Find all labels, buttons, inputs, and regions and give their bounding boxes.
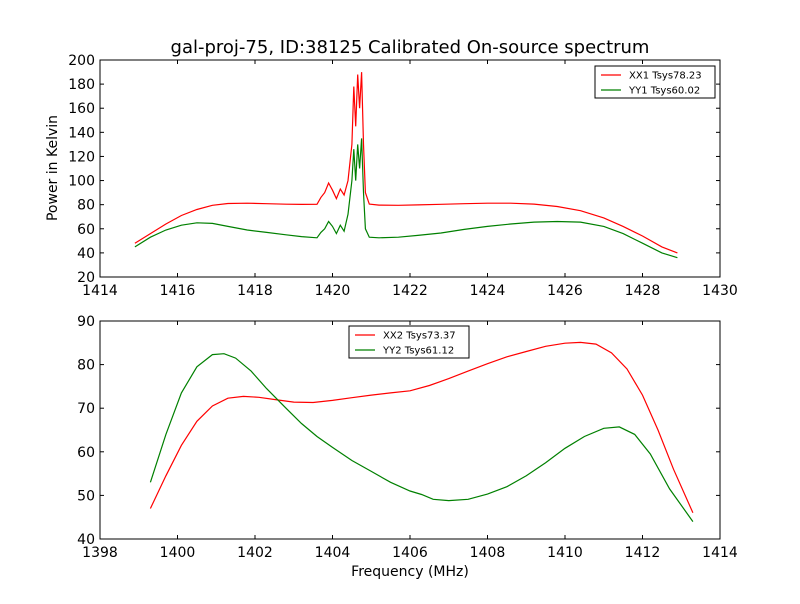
bottom-x-tick-label: 1404 <box>315 545 351 561</box>
top-x-tick-label: 1424 <box>470 283 506 299</box>
bottom-spectrum-panel: 1398 1400 1402 1404 1406 1408 1410 1412 1414 40 50… <box>77 314 738 561</box>
bottom-legend-box <box>348 325 470 359</box>
top-x-tick-label: 1428 <box>625 283 661 299</box>
bottom-x-tick-label: 1410 <box>547 545 583 561</box>
bottom-x-axis-label: Frequency (MHz) <box>351 564 469 580</box>
bottom-x-tick-label: 1408 <box>470 545 506 561</box>
top-y-tick-label: 80 <box>77 198 95 214</box>
bottom-x-tick-label: 1406 <box>392 545 428 561</box>
top-y-tick-label: 200 <box>68 53 95 69</box>
top-x-tick-label: 1414 <box>82 283 118 299</box>
top-x-tick-label: 1426 <box>547 283 583 299</box>
top-y-tick-label: 160 <box>68 101 95 117</box>
top-series-1-line <box>134 72 678 254</box>
bottom-y-tick-label: 40 <box>77 532 95 548</box>
bottom-legend-label-1: XX2 Tsys73.37 <box>383 331 456 342</box>
bottom-legend-label-2: YY2 Tsys61.12 <box>382 346 454 357</box>
bottom-x-tick-label: 1398 <box>82 545 118 561</box>
top-y-tick-label: 180 <box>68 77 95 93</box>
bottom-x-tick-label: 1412 <box>625 545 661 561</box>
top-legend-label-2: YY1 Tsys60.02 <box>628 86 700 97</box>
top-series-2-line <box>134 138 678 259</box>
top-spectrum-panel: 1414 1416 1418 1420 1422 1424 1426 1428 1430 20 40… <box>68 53 738 299</box>
bottom-y-tick-label: 80 <box>77 358 95 374</box>
top-legend-label-1: XX1 Tsys78.23 <box>629 71 702 82</box>
top-y-tick-label: 40 <box>77 246 95 262</box>
chart-title: gal-proj-75, ID:38125 Calibrated On-sour… <box>171 37 650 58</box>
top-x-tick-label: 1422 <box>392 283 428 299</box>
bottom-legend: XX2 Tsys73.37 YY2 Tsys61.12 <box>348 325 470 359</box>
top-y-tick-label: 20 <box>77 270 95 286</box>
bottom-x-tick-label: 1414 <box>702 545 738 561</box>
top-y-tick-label: 60 <box>77 222 95 238</box>
bottom-x-tick-label: 1402 <box>237 545 273 561</box>
top-x-tick-label: 1420 <box>315 283 351 299</box>
top-y-axis-label: Power in Kelvin <box>45 115 61 221</box>
top-x-tick-label: 1418 <box>237 283 273 299</box>
top-legend: XX1 Tsys78.23 YY1 Tsys60.02 <box>594 65 716 99</box>
bottom-series-1-line <box>149 341 694 514</box>
bottom-y-tick-label: 50 <box>77 488 95 504</box>
top-y-tick-label: 120 <box>68 149 95 165</box>
top-x-tick-label: 1430 <box>702 283 738 299</box>
bottom-y-tick-label: 60 <box>77 445 95 461</box>
bottom-y-tick-label: 90 <box>77 314 95 330</box>
bottom-x-tick-label: 1400 <box>160 545 196 561</box>
top-y-tick-label: 140 <box>68 125 95 141</box>
bottom-y-tick-label: 70 <box>77 401 95 417</box>
top-legend-box <box>594 65 716 99</box>
bottom-series-2-line <box>149 353 694 522</box>
top-y-tick-label: 100 <box>68 174 95 190</box>
top-x-tick-label: 1416 <box>160 283 196 299</box>
